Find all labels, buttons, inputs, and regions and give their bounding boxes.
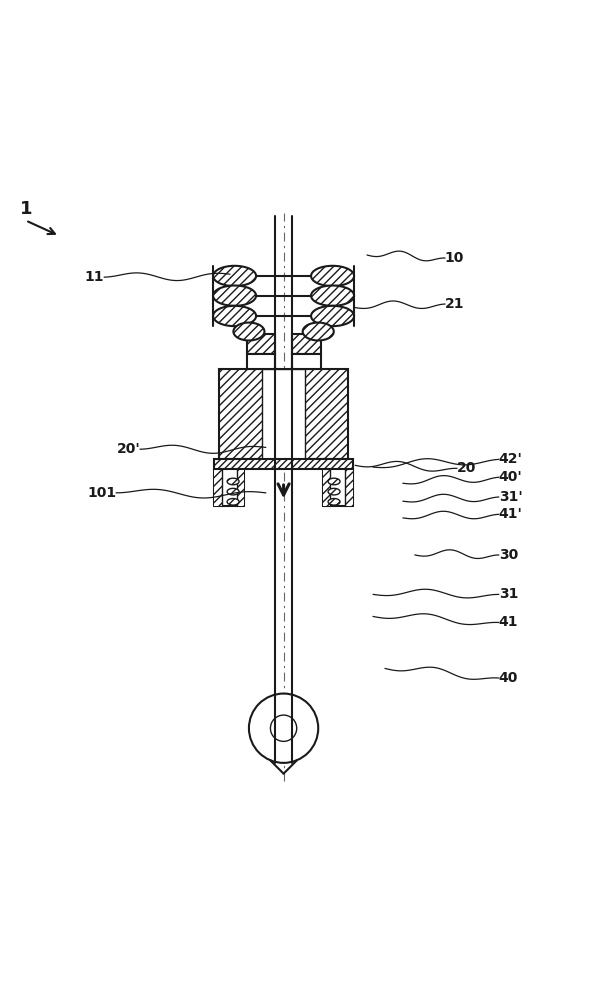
Ellipse shape: [328, 478, 340, 485]
Text: 1: 1: [19, 200, 32, 218]
Text: 42': 42': [499, 452, 523, 466]
Ellipse shape: [303, 323, 334, 340]
Text: 20: 20: [457, 461, 476, 475]
Ellipse shape: [328, 499, 340, 505]
Ellipse shape: [213, 266, 256, 286]
Ellipse shape: [227, 499, 239, 505]
Ellipse shape: [227, 478, 239, 485]
Text: 11: 11: [85, 270, 104, 284]
Ellipse shape: [328, 488, 340, 495]
Bar: [292, 334, 321, 354]
Text: 41: 41: [499, 615, 518, 629]
Ellipse shape: [233, 323, 265, 340]
Text: 101: 101: [87, 486, 116, 500]
Bar: [219, 369, 348, 459]
Ellipse shape: [213, 286, 256, 306]
Bar: [247, 354, 275, 369]
Text: 21: 21: [445, 297, 464, 311]
Ellipse shape: [311, 266, 354, 286]
Bar: [236, 469, 244, 506]
Bar: [214, 469, 222, 506]
Bar: [346, 469, 353, 506]
Text: 31: 31: [499, 587, 518, 601]
Text: 40: 40: [499, 671, 518, 685]
Text: 20': 20': [116, 442, 140, 456]
Ellipse shape: [311, 306, 354, 326]
Text: 10: 10: [445, 251, 464, 265]
Text: 41': 41': [499, 507, 523, 521]
Bar: [247, 334, 275, 354]
Bar: [214, 459, 353, 469]
Circle shape: [249, 694, 318, 763]
Text: 30: 30: [499, 548, 518, 562]
Bar: [292, 354, 321, 369]
Ellipse shape: [213, 306, 256, 326]
Ellipse shape: [311, 286, 354, 306]
Bar: [323, 469, 330, 506]
Text: 31': 31': [499, 490, 522, 504]
Text: 40': 40': [499, 470, 522, 484]
Ellipse shape: [227, 488, 239, 495]
Bar: [262, 369, 305, 459]
